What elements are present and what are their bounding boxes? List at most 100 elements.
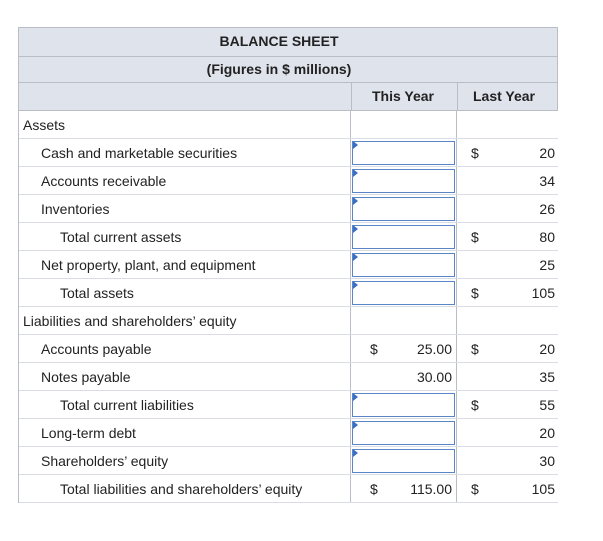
column-divider [350,139,351,167]
table-row: Liabilities and shareholders’ equity [18,307,558,335]
column-divider [350,335,351,363]
table-subtitle: (Figures in $ millions) [206,61,352,77]
input-marker-icon [353,141,358,149]
column-divider [456,167,457,195]
row-divider [18,222,558,223]
last-year-dollar-sign: $ [471,145,479,161]
last-year-value: 20 [539,425,555,441]
table-row: Notes payable 30.00 35 [18,363,558,391]
this-year-input[interactable] [352,281,455,305]
column-divider [350,251,351,279]
column-divider [350,195,351,223]
table-row: Total current assets $80 [18,223,558,251]
row-divider [18,306,558,307]
table-row: Net property, plant, and equipment 25 [18,251,558,279]
column-divider [350,223,351,251]
last-year-value: 20 [539,341,555,357]
column-divider [456,279,457,307]
last-year-dollar-sign: $ [471,397,479,413]
this-year-dollar-sign: $ [370,341,378,357]
last-year-value: 55 [539,397,555,413]
table-row: Inventories 26 [18,195,558,223]
last-year-value: 30 [539,453,555,469]
row-divider [18,194,558,195]
input-marker-icon [353,281,358,289]
row-label: Total current liabilities [60,397,194,413]
last-year-dollar-sign: $ [471,285,479,301]
row-divider [18,418,558,419]
column-divider [350,363,351,391]
row-divider [18,250,558,251]
row-divider [18,362,558,363]
row-label: Long-term debt [41,425,136,441]
input-marker-icon [353,449,358,457]
this-year-input[interactable] [352,141,455,165]
column-divider [351,83,352,111]
this-year-dollar-sign: $ [370,481,378,497]
this-year-value: 25.00 [416,341,452,357]
last-year-dollar-sign: $ [471,229,479,245]
table-row: Total current liabilities $55 [18,391,558,419]
column-divider [350,419,351,447]
row-label: Shareholders’ equity [41,453,169,469]
this-year-input[interactable] [352,197,455,221]
column-divider [456,307,457,335]
column-divider [350,307,351,335]
last-year-dollar-sign: $ [471,341,479,357]
last-year-value: 34 [539,173,555,189]
input-marker-icon [353,421,358,429]
table-row: Accounts payable $25.00 $20 [18,335,558,363]
input-marker-icon [353,393,358,401]
last-year-value: 80 [539,229,555,245]
this-year-input[interactable] [352,169,455,193]
row-label: Net property, plant, and equipment [41,257,256,273]
this-year-value: 30.00 [416,369,452,385]
column-divider [457,83,458,111]
this-year-value: 115.00 [410,481,452,497]
row-label: Total liabilities and shareholders’ equi… [60,481,303,497]
this-year-input[interactable] [352,421,455,445]
column-header-row: This Year Last Year [18,83,558,111]
input-marker-icon [353,169,358,177]
column-divider [350,167,351,195]
row-label: Cash and marketable securities [41,145,238,161]
table-row: Cash and marketable securities $20 [18,139,558,167]
column-divider [350,447,351,475]
row-divider [18,138,558,139]
row-divider [18,278,558,279]
row-label: Assets [23,117,66,133]
this-year-input[interactable] [352,449,455,473]
row-label: Liabilities and shareholders’ equity [23,313,237,329]
column-divider [350,111,351,139]
input-marker-icon [353,197,358,205]
table-row: Assets [18,111,558,139]
last-year-value: 105 [531,285,555,301]
input-marker-icon [353,225,358,233]
last-year-dollar-sign: $ [471,481,479,497]
column-header-this-year: This Year [372,88,435,104]
column-divider [350,475,351,503]
table-row: Shareholders’ equity 30 [18,447,558,475]
column-divider [456,251,457,279]
column-divider [456,447,457,475]
row-label: Total assets [60,285,134,301]
last-year-value: 25 [539,257,555,273]
column-divider [456,391,457,419]
table-row: Accounts receivable 34 [18,167,558,195]
row-divider [18,390,558,391]
column-divider [456,139,457,167]
this-year-input[interactable] [352,253,455,277]
row-divider [18,334,558,335]
input-marker-icon [353,253,358,261]
column-divider [456,363,457,391]
this-year-input[interactable] [352,225,455,249]
column-divider [456,419,457,447]
this-year-input[interactable] [352,393,455,417]
row-divider [18,166,558,167]
column-header-last-year: Last Year [473,88,536,104]
row-label: Accounts payable [41,341,152,357]
table-title-block: BALANCE SHEET (Figures in $ millions) [18,27,558,83]
row-label: Accounts receivable [41,173,167,189]
row-divider [18,474,558,475]
column-divider [350,391,351,419]
